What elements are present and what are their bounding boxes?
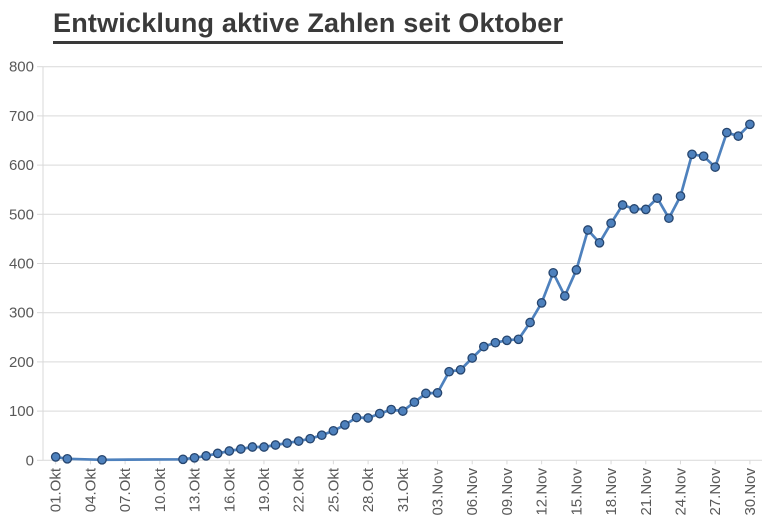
x-axis-label: 21.Nov xyxy=(638,468,655,516)
data-point-marker xyxy=(745,119,755,130)
data-point-marker xyxy=(178,454,188,465)
data-point-marker xyxy=(293,436,304,446)
x-axis-label: 07.Okt xyxy=(117,467,134,512)
data-point-marker xyxy=(97,454,107,465)
data-point-marker xyxy=(478,341,489,352)
data-point-marker xyxy=(386,404,397,415)
data-point-marker xyxy=(409,397,420,408)
x-axis-label: 30.Nov xyxy=(742,468,759,516)
data-point-marker xyxy=(652,193,663,203)
y-axis-label: 700 xyxy=(9,108,34,125)
x-axis-label: 15.Nov xyxy=(568,468,585,516)
x-axis-label: 24.Nov xyxy=(672,468,689,516)
data-point-marker xyxy=(559,291,570,301)
data-point-marker xyxy=(467,353,478,363)
x-axis-label: 22.Okt xyxy=(291,467,308,512)
data-point-marker xyxy=(363,413,373,423)
y-axis-label: 100 xyxy=(9,403,34,420)
data-point-marker xyxy=(664,213,674,224)
x-axis-label: 04.Okt xyxy=(82,467,99,512)
data-point-marker xyxy=(640,204,651,215)
data-point-marker xyxy=(421,388,431,399)
data-point-marker xyxy=(351,412,362,423)
data-point-marker xyxy=(374,408,385,419)
data-point-marker xyxy=(698,151,709,162)
data-point-marker xyxy=(340,420,350,430)
data-point-marker xyxy=(536,298,547,308)
data-point-marker xyxy=(606,218,616,229)
x-axis-label: 28.Okt xyxy=(360,467,377,512)
data-point-marker xyxy=(432,388,443,398)
x-axis-label: 01.Okt xyxy=(48,467,65,512)
data-point-marker xyxy=(525,317,535,328)
x-axis-label: 06.Nov xyxy=(464,468,481,516)
x-axis-label: 19.Okt xyxy=(256,467,273,512)
data-point-marker xyxy=(247,442,258,452)
y-axis-label: 600 xyxy=(9,157,34,174)
data-point-marker xyxy=(259,442,269,452)
data-point-marker xyxy=(733,131,744,141)
data-point-marker xyxy=(62,453,73,464)
data-point-marker xyxy=(594,237,605,248)
data-point-marker xyxy=(305,433,316,444)
x-axis-label: 27.Nov xyxy=(707,468,724,516)
data-point-marker xyxy=(270,440,281,450)
data-point-marker xyxy=(513,334,524,345)
chart-title: Entwicklung aktive Zahlen seit Oktober xyxy=(53,8,564,45)
x-axis-label: 13.Okt xyxy=(187,467,204,512)
x-axis-label: 18.Nov xyxy=(603,468,620,516)
data-point-marker xyxy=(50,452,61,462)
data-point-marker xyxy=(571,265,582,275)
data-point-marker xyxy=(675,191,686,201)
x-axis-label: 09.Nov xyxy=(499,468,516,516)
data-point-marker xyxy=(455,364,466,375)
data-point-marker xyxy=(328,425,339,436)
data-point-marker xyxy=(548,267,559,278)
x-axis-label: 12.Nov xyxy=(534,468,551,516)
y-axis-label: 0 xyxy=(26,452,34,469)
data-point-marker xyxy=(583,225,593,235)
y-axis-label: 300 xyxy=(9,305,34,322)
data-point-marker xyxy=(201,451,211,461)
data-point-marker xyxy=(502,335,512,346)
data-point-marker xyxy=(235,444,246,454)
data-point-marker xyxy=(710,162,721,172)
y-axis-label: 200 xyxy=(9,354,34,371)
x-axis-label: 16.Okt xyxy=(221,467,238,512)
x-axis-label: 03.Nov xyxy=(430,468,447,516)
y-axis-label: 800 xyxy=(9,59,34,76)
data-point-marker xyxy=(224,446,235,456)
y-axis-label: 500 xyxy=(9,206,34,223)
x-axis-label: 31.Okt xyxy=(395,467,412,512)
data-point-marker xyxy=(444,366,454,377)
data-point-marker xyxy=(721,127,732,138)
data-point-marker xyxy=(629,204,640,214)
data-point-marker xyxy=(617,200,628,210)
data-point-marker xyxy=(282,438,292,448)
x-axis-label: 10.Okt xyxy=(152,467,169,512)
data-point-marker xyxy=(189,452,200,463)
x-axis-label: 25.Okt xyxy=(325,467,342,512)
data-point-marker xyxy=(397,406,408,416)
data-point-marker xyxy=(490,337,501,348)
data-point-marker xyxy=(212,448,223,459)
y-axis-label: 400 xyxy=(9,256,34,273)
data-point-marker xyxy=(687,149,697,160)
data-point-marker xyxy=(316,430,327,441)
